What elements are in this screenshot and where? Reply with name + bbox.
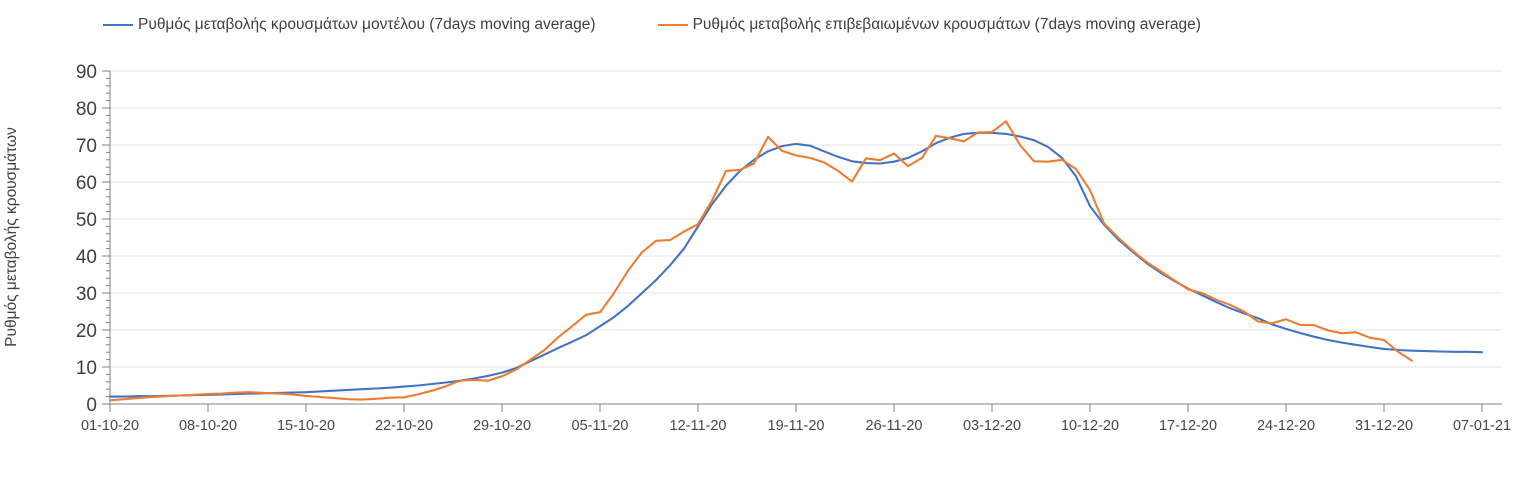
x-tick-label: 26-11-20	[866, 418, 923, 434]
y-axis-title: Ρυθμός μεταβολής κρουσμάτων	[3, 127, 20, 347]
legend-label-model: Ρυθμός μεταβολής κρουσμάτων μοντέλου (7d…	[138, 16, 596, 33]
legend-line-marker-model-icon	[103, 23, 133, 27]
y-tick-label: 10	[76, 358, 97, 379]
x-tick-label: 19-11-20	[768, 418, 825, 434]
x-tick-label: 05-11-20	[572, 418, 629, 434]
legend-label-confirmed: Ρυθμός μεταβολής επιβεβαιωμένων κρουσμάτ…	[692, 16, 1201, 33]
x-tick-label: 31-12-20	[1355, 418, 1413, 434]
y-tick-label: 70	[76, 136, 97, 157]
x-tick-label: 29-10-20	[473, 418, 531, 434]
x-tick-label: 17-12-20	[1159, 418, 1217, 434]
y-tick-label: 30	[76, 284, 97, 305]
legend-item-model: Ρυθμός μεταβολής κρουσμάτων μοντέλου (7d…	[103, 16, 596, 34]
legend-line-marker-confirmed-icon	[657, 23, 688, 27]
x-tick-label: 07-01-21	[1453, 418, 1511, 434]
series-line-confirmed	[108, 120, 1414, 402]
x-tick-label: 24-12-20	[1257, 418, 1315, 434]
y-tick-label: 20	[76, 321, 97, 342]
y-tick-label: 80	[76, 99, 97, 120]
y-tick-label: 40	[76, 247, 97, 268]
y-tick-label: 0	[86, 395, 97, 416]
chart-legend: Ρυθμός μεταβολής κρουσμάτων μοντέλου (7d…	[103, 16, 1201, 34]
y-tick-label: 60	[76, 173, 97, 194]
x-tick-label: 01-10-20	[81, 418, 139, 434]
x-tick-label: 12-11-20	[670, 418, 727, 434]
y-tick-label: 50	[76, 210, 97, 231]
x-tick-label: 10-12-20	[1061, 418, 1119, 434]
x-tick-label: 08-10-20	[179, 418, 237, 434]
legend-item-confirmed: Ρυθμός μεταβολής επιβεβαιωμένων κρουσμάτ…	[657, 16, 1201, 34]
x-tick-label: 03-12-20	[963, 418, 1021, 434]
x-tick-label: 15-10-20	[277, 418, 335, 434]
y-tick-label: 90	[76, 62, 97, 83]
series-line-model	[108, 131, 1484, 398]
x-tick-label: 22-10-20	[375, 418, 433, 434]
